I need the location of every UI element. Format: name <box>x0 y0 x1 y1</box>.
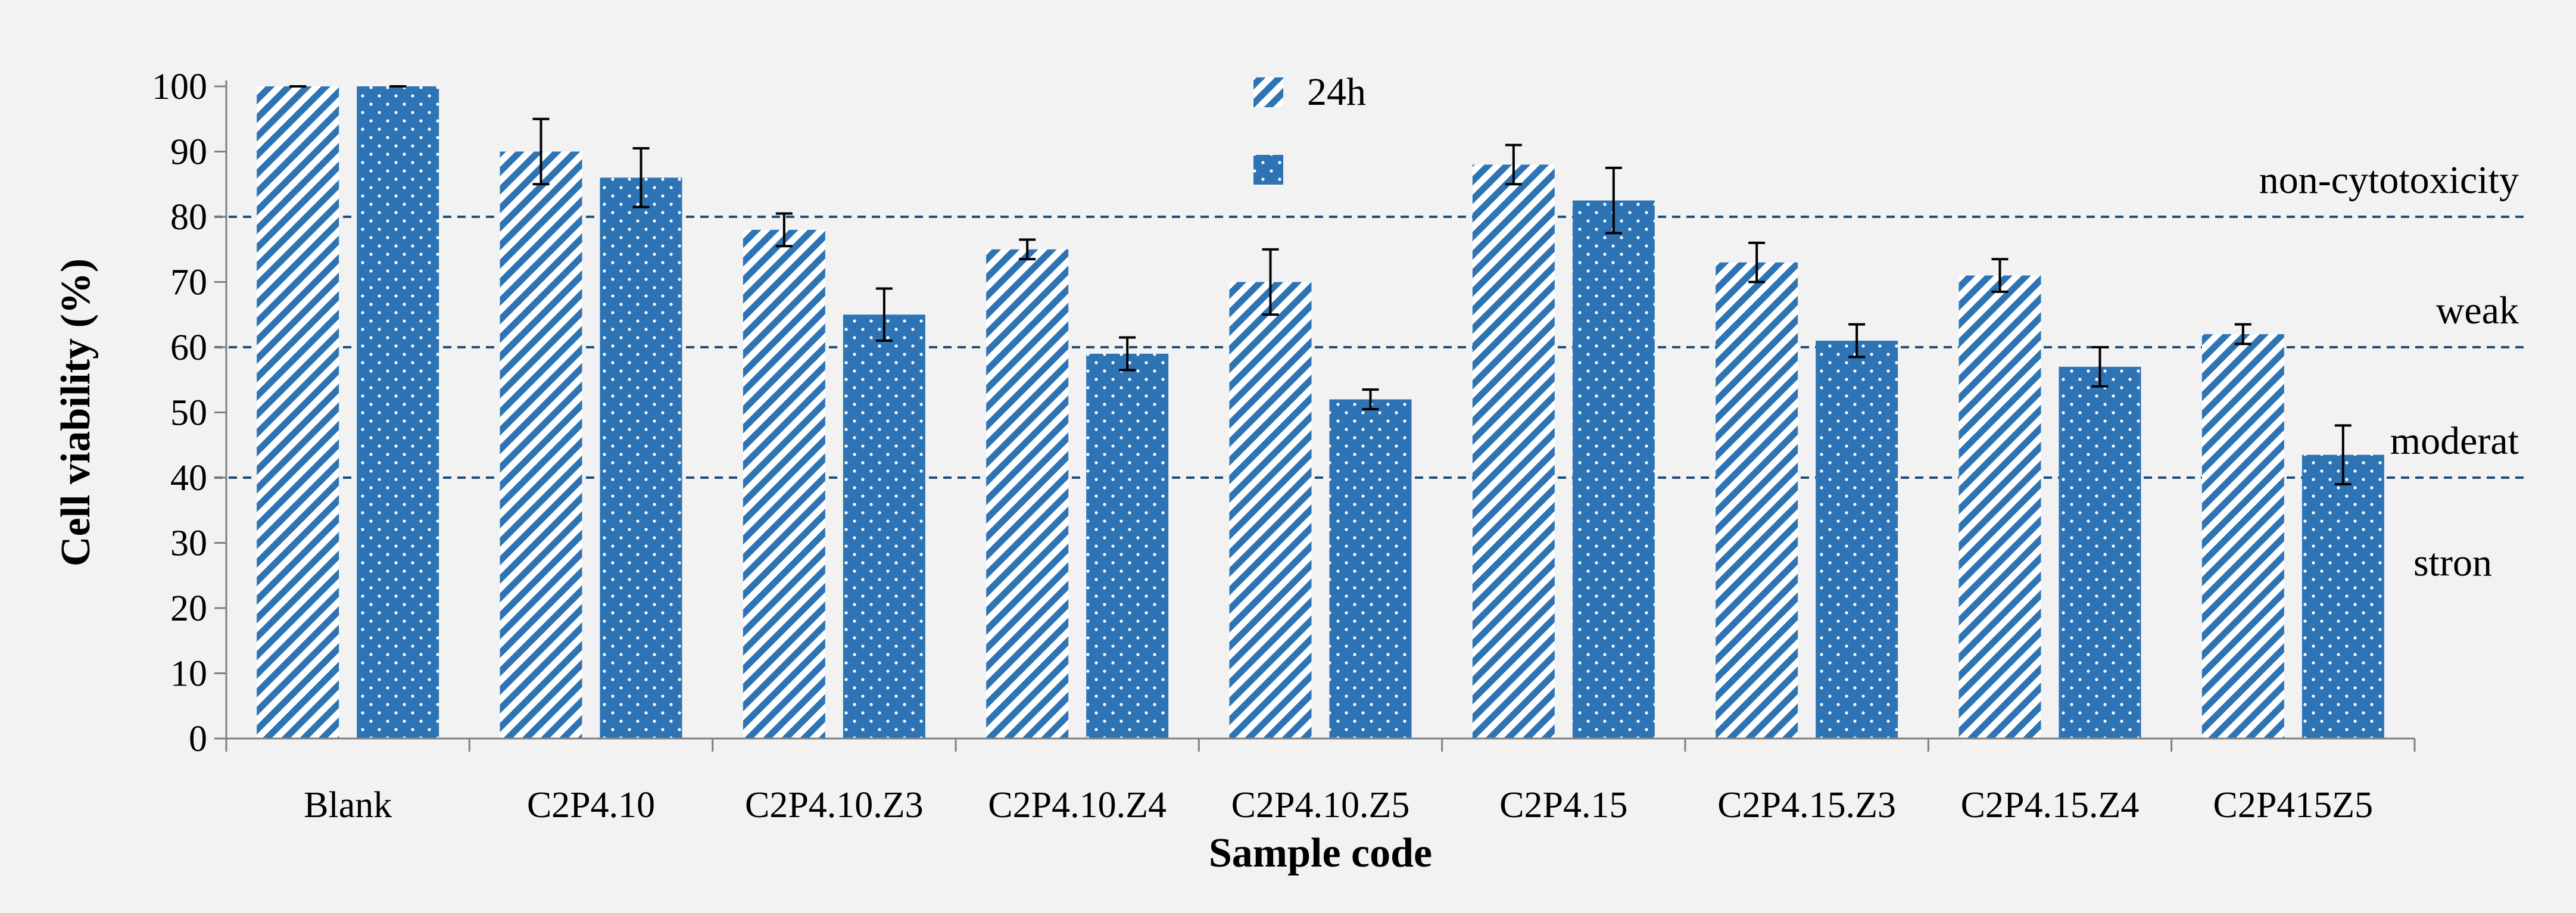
axes-layer <box>214 80 2416 752</box>
bar-series2-C2P4.15.Z3 <box>1816 341 1898 738</box>
y-tick-label-100: 100 <box>152 67 207 107</box>
bar-series1-C2P4.15.Z3 <box>1716 262 1798 738</box>
x-tick-label-C2P415Z5: C2P415Z5 <box>2213 785 2373 825</box>
bar-series1-C2P4.15.Z4 <box>1958 275 2041 738</box>
labels-layer: non-cytotoxicity weak moderat stron Blank C2P… <box>53 67 2519 876</box>
bar-series2-C2P4.10.Z5 <box>1329 399 1412 738</box>
y-tick-label-40: 40 <box>170 458 207 498</box>
y-tick-label-0: 0 <box>189 719 207 759</box>
bar-series2-C2P4.10 <box>600 177 682 738</box>
legend-label-series1: 24h <box>1307 70 1366 114</box>
legend: 24h <box>1253 70 1366 185</box>
bar-series1-C2P4.10.Z3 <box>743 229 825 738</box>
threshold-label-moderat: moderat <box>2390 419 2519 463</box>
bar-series2-Blank <box>357 86 439 738</box>
y-tick-label-70: 70 <box>170 263 207 303</box>
bar-series2-C2P4.10.Z4 <box>1086 353 1169 738</box>
y-tick-label-50: 50 <box>170 393 207 434</box>
bar-series1-C2P415Z5 <box>2201 334 2284 738</box>
x-tick-label-C2P4.10.Z3: C2P4.10.Z3 <box>745 785 924 825</box>
bottom-zone-label: stron <box>2413 541 2492 584</box>
bar-series1-C2P4.10 <box>500 151 582 738</box>
bar-series1-C2P4.15 <box>1472 164 1555 738</box>
x-tick-label-C2P4.15: C2P4.15 <box>1499 785 1627 825</box>
x-tick-label-C2P4.15.Z4: C2P4.15.Z4 <box>1961 785 2140 825</box>
x-axis-title: Sample code <box>1209 830 1432 876</box>
bars-layer <box>257 85 2384 738</box>
x-tick-label-C2P4.10.Z4: C2P4.10.Z4 <box>988 785 1167 825</box>
y-axis-title: Cell viability (%) <box>53 258 99 566</box>
y-tick-label-80: 80 <box>170 197 207 238</box>
bar-series2-C2P415Z5 <box>2301 454 2384 738</box>
y-tick-label-60: 60 <box>170 328 207 368</box>
x-tick-label-C2P4.10.Z5: C2P4.10.Z5 <box>1231 785 1410 825</box>
legend-swatch-series2 <box>1253 155 1283 185</box>
bar-series2-C2P4.15.Z4 <box>2059 366 2141 738</box>
bar-series2-C2P4.10.Z3 <box>843 314 925 738</box>
threshold-label-weak: weak <box>2436 289 2519 332</box>
legend-swatch-series1 <box>1253 77 1283 107</box>
y-tick-label-90: 90 <box>170 132 207 173</box>
bar-series1-C2P4.10.Z5 <box>1229 282 1312 738</box>
bar-series1-C2P4.10.Z4 <box>986 249 1069 738</box>
y-tick-label-20: 20 <box>170 588 207 629</box>
bar-series1-Blank <box>257 86 339 738</box>
y-tick-label-10: 10 <box>170 654 207 694</box>
x-tick-label-C2P4.10: C2P4.10 <box>527 785 655 825</box>
bar-series2-C2P4.15 <box>1572 200 1655 738</box>
x-tick-label-C2P4.15.Z3: C2P4.15.Z3 <box>1717 785 1896 825</box>
threshold-label-non-cytotoxicity: non-cytotoxicity <box>2259 158 2519 202</box>
x-tick-label-Blank: Blank <box>304 785 392 825</box>
y-tick-label-30: 30 <box>170 524 207 564</box>
